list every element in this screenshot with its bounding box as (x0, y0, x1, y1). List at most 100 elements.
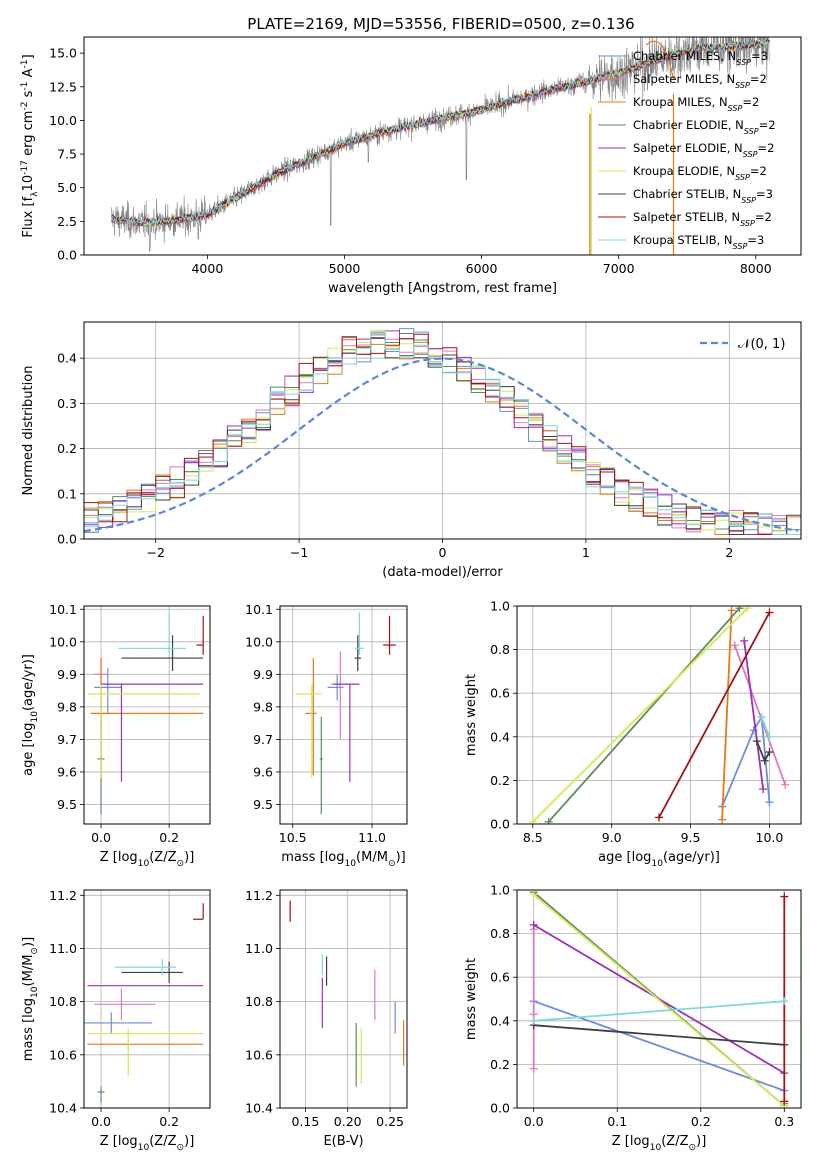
plot-area (528, 606, 790, 824)
x-tick-label: 0.1 (607, 1114, 627, 1129)
y-tick-label: 12.5 (49, 79, 77, 94)
errorbar-salpeter-stelib (196, 615, 204, 655)
errorbar-salpeter-miles (330, 651, 347, 740)
x-tick-label: 0.0 (524, 1114, 544, 1129)
x-tick-label: 0.2 (159, 830, 179, 845)
x-tick-label: 7000 (603, 261, 635, 276)
histogram-step-kroupa-stelib (84, 333, 801, 535)
x-tick-label: 5000 (329, 261, 361, 276)
series-salpeter-stelib (655, 608, 774, 822)
x-tick-label: 10.0 (756, 830, 784, 845)
y-tick-label: 0.0 (57, 248, 77, 263)
age-vs-mass-panel: 10.5 11.0 9.5 9.6 9.7 9.8 9.9 10.0 10.1 mass [log… (245, 602, 408, 869)
series-marker (529, 920, 538, 929)
series-marker (765, 732, 774, 741)
y-tick-label: 9.6 (253, 764, 273, 779)
y-tick-label: 1.0 (490, 599, 510, 614)
axes-frame (516, 889, 802, 1109)
series-kroupa-miles (718, 606, 736, 824)
errorbar-salpeter-stelib (383, 615, 396, 655)
series-marker (765, 798, 774, 807)
x-tick-label: 0.20 (334, 1114, 362, 1129)
y-tick-label: 0.6 (490, 686, 510, 701)
grid (280, 606, 407, 824)
y-tick-label: 10.6 (245, 1047, 273, 1062)
series-line (533, 1024, 785, 1046)
errorbar-kroupa-stelib (118, 612, 187, 655)
axes-frame (516, 605, 802, 825)
x-tick-label: 0.25 (376, 1114, 404, 1129)
series-salpeter-miles (529, 925, 538, 1073)
grid (84, 890, 210, 1109)
y-tick-label: 0.0 (490, 1101, 510, 1116)
series-line (547, 607, 741, 823)
x-axis-label: Z [log10(Z/Z⊙)] (100, 850, 195, 869)
plot-area (295, 612, 396, 815)
legend: Chabrier MILES, NSSP=3 Salpeter MILES, NS… (598, 49, 776, 251)
x-tick-label: 0.2 (159, 1114, 179, 1129)
legend-label-salpeter-miles: Salpeter MILES, NSSP=2 (633, 72, 767, 90)
plot-area (84, 328, 801, 535)
series-marker (759, 785, 768, 794)
x-tick-label: 10.5 (279, 830, 307, 845)
plot-area (84, 903, 204, 1103)
y-tick-label: 0.2 (57, 441, 77, 456)
series-marker (780, 997, 789, 1006)
series-chabrier-stelib (529, 1021, 789, 1049)
x-tick-label: 0.15 (291, 1114, 319, 1129)
plot-area (289, 900, 405, 1087)
series-line (721, 714, 771, 807)
x-axis-label: (data-model)/error (382, 565, 503, 580)
x-tick-label: 0.2 (691, 1114, 711, 1129)
y-tick-label: 2.5 (57, 214, 77, 229)
axes-frame (83, 36, 802, 256)
errorbar-kroupa-elodie (87, 684, 200, 779)
axes-frame (83, 889, 211, 1109)
y-tick-label: 0.4 (490, 1013, 510, 1028)
x-tick-label: 9.5 (681, 830, 701, 845)
legend-label-salpeter-elodie: Salpeter ELODIE, NSSP=2 (633, 141, 774, 159)
x-axis-label: age [log10(age/yr)] (598, 850, 720, 869)
model-line-kroupa-elodie (111, 40, 770, 227)
y-tick-label: 0.3 (57, 396, 77, 411)
series-marker (727, 606, 736, 615)
plot-area (529, 890, 789, 1108)
y-tick-label: 9.5 (253, 797, 273, 812)
y-tick-label: 9.9 (57, 667, 77, 682)
series-marker (655, 813, 663, 822)
y-tick-label: 9.6 (57, 764, 77, 779)
x-tick-label: 6000 (466, 261, 498, 276)
histogram-step-salpeter-stelib (84, 333, 801, 535)
grid (517, 605, 801, 825)
x-tick-label: 2 (725, 545, 733, 560)
series-marker (735, 606, 744, 613)
series-marker (544, 817, 553, 824)
y-tick-label: 10.8 (245, 994, 273, 1009)
legend-label-normal: 𝒩(0, 1) (738, 337, 785, 352)
y-tick-label: 0.0 (490, 817, 510, 832)
y-tick-label: 1.0 (490, 883, 510, 898)
weight-vs-age-panel: 8.5 9.0 9.5 10.0 0.0 0.2 0.4 0.6 0.8 1.0 age [log1… (464, 599, 802, 869)
y-tick-label: 0.0 (57, 532, 77, 547)
x-tick-label: 4000 (191, 261, 223, 276)
legend-label-salpeter-stelib: Salpeter STELIB, NSSP=2 (633, 210, 772, 228)
errorbar-kroupa-miles (305, 658, 317, 776)
y-tick-label: 7.5 (57, 147, 77, 162)
x-tick-label: 0.0 (91, 830, 111, 845)
y-axis-label: Normed distribution (21, 366, 36, 496)
errorbar-kroupa-miles (87, 1038, 204, 1050)
errorbar-chabrier-miles (94, 667, 122, 714)
y-tick-label: 9.7 (57, 732, 77, 747)
series-marker (780, 1097, 789, 1106)
legend-label-kroupa-stelib: Kroupa STELIB, NSSP=3 (633, 233, 764, 251)
x-tick-label: 0.3 (774, 1114, 794, 1129)
y-tick-label: 10.8 (49, 994, 77, 1009)
x-axis-label: mass [log10(M/M⊙)] (281, 850, 405, 869)
series-marker (752, 737, 761, 746)
series-line (733, 644, 787, 786)
x-tick-label: 0.0 (91, 1114, 111, 1129)
grid (84, 606, 210, 824)
model-line-kroupa-stelib (110, 38, 770, 226)
errorbar-salpeter-stelib (192, 903, 204, 920)
